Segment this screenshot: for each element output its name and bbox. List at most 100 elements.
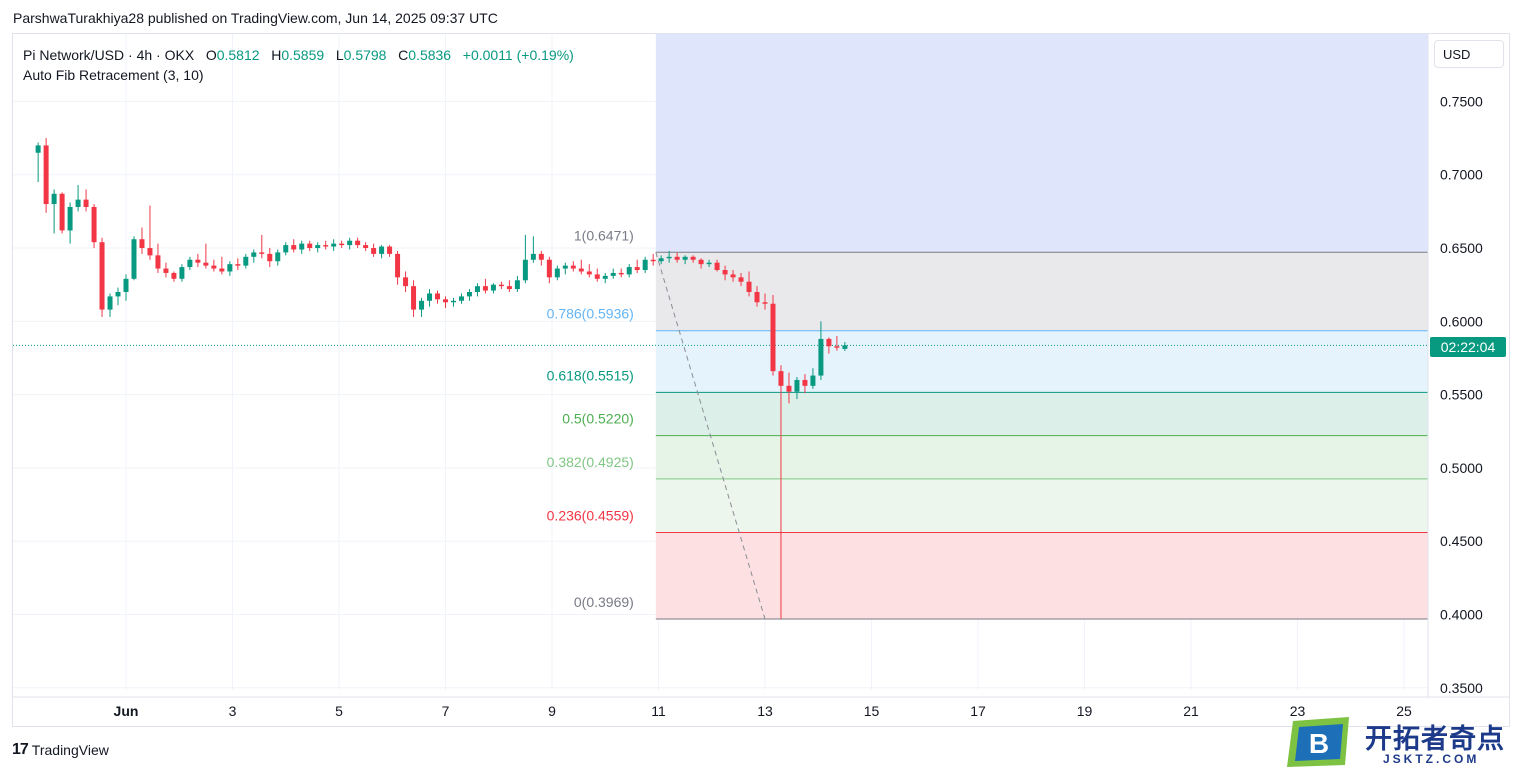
candle-body <box>115 292 121 297</box>
candle-body <box>754 292 760 303</box>
x-tick-label: 5 <box>335 703 343 719</box>
candle-body <box>51 193 57 205</box>
candle-body <box>267 253 273 262</box>
chart-frame <box>12 33 1510 727</box>
fib-zone <box>655 478 1428 533</box>
candle-body <box>778 371 784 386</box>
candle-body <box>91 206 97 243</box>
watermark-badge-letter: B <box>1309 728 1329 759</box>
candle-body <box>650 259 656 262</box>
candle-body <box>427 293 433 301</box>
y-tick-label: 0.4500 <box>1440 533 1483 549</box>
candle-body <box>323 245 329 247</box>
tradingview-mark-icon: 17 <box>12 741 29 758</box>
tradingview-logo[interactable]: 17 TradingView <box>12 741 109 759</box>
x-tick-label: 13 <box>757 703 773 719</box>
candle-body <box>666 256 672 259</box>
publish-line: ParshwaTurakhiya28 published on TradingV… <box>13 10 498 26</box>
candle-body <box>506 286 512 290</box>
currency-button[interactable]: USD <box>1434 40 1504 68</box>
candle-body <box>299 243 305 250</box>
candle-body <box>514 280 520 290</box>
candle-body <box>602 275 608 279</box>
candle-body <box>482 286 488 291</box>
candle-body <box>458 296 464 301</box>
chart-legend: Pi Network/USD · 4h · OKX O0.5812 H0.585… <box>23 45 574 85</box>
watermark-title: 开拓者奇点 <box>1365 724 1505 755</box>
candles <box>35 138 848 620</box>
candle-body <box>203 262 209 266</box>
candle-body <box>315 245 321 249</box>
candle-body <box>227 264 233 272</box>
candle-body <box>99 242 105 310</box>
candle-body <box>139 239 145 249</box>
candle-body <box>339 243 345 246</box>
symbol-label[interactable]: Pi Network/USD · 4h · OKX <box>23 47 195 63</box>
high-value: 0.5859 <box>281 47 325 63</box>
fib-label: 1(0.6471) <box>574 227 634 243</box>
candle-body <box>35 145 41 153</box>
fib-label: 0.5(0.5220) <box>562 411 634 427</box>
fib-zone <box>655 330 1428 393</box>
candle-body <box>355 240 361 246</box>
x-tick-label: 3 <box>229 703 237 719</box>
candle-body <box>770 303 776 372</box>
candle-body <box>147 248 153 256</box>
y-tick-label: 0.5000 <box>1440 460 1483 476</box>
candle-body <box>347 240 353 246</box>
candle-body <box>259 252 265 254</box>
candle-body <box>235 264 241 266</box>
candle-body <box>818 338 824 376</box>
x-tick-label: 9 <box>548 703 556 719</box>
y-tick-label: 0.6500 <box>1440 240 1483 256</box>
indicator-label[interactable]: Auto Fib Retracement (3, 10) <box>23 67 204 83</box>
candle-body <box>163 268 169 273</box>
x-tick-label: 21 <box>1183 703 1199 719</box>
candle-body <box>291 245 297 250</box>
y-tick-label: 0.7500 <box>1440 93 1483 109</box>
close-label: C <box>398 47 409 63</box>
fib-label: 0.382(0.4925) <box>547 454 634 470</box>
candle-body <box>706 262 712 265</box>
open-value: 0.5812 <box>216 47 260 63</box>
watermark-badge-icon: B <box>1287 717 1349 767</box>
candle-body <box>395 253 401 278</box>
high-label: H <box>271 47 282 63</box>
candle-body <box>67 206 73 231</box>
candle-body <box>682 256 688 260</box>
candle-body <box>562 265 568 269</box>
candle-body <box>83 199 89 207</box>
x-tick-label: 19 <box>1077 703 1093 719</box>
y-tick-label: 0.4000 <box>1440 607 1483 623</box>
x-tick-label: 23 <box>1290 703 1306 719</box>
candle-body <box>379 246 385 254</box>
candle-body <box>251 252 257 257</box>
legend-ohlc-row: Pi Network/USD · 4h · OKX O0.5812 H0.585… <box>23 45 574 65</box>
open-label: O <box>205 47 217 63</box>
candle-body <box>570 265 576 269</box>
candle-body <box>435 293 441 300</box>
candle-body <box>634 267 640 271</box>
x-tick-label: 7 <box>442 703 450 719</box>
fib-label: 0.236(0.4559) <box>547 508 634 524</box>
candle-body <box>155 255 161 269</box>
x-tick-label: 25 <box>1396 703 1412 719</box>
x-tick-label: 11 <box>651 703 666 719</box>
candle-body <box>594 274 600 279</box>
candle-body <box>714 262 720 271</box>
candle-body <box>411 286 417 310</box>
change-value: +0.0011 (+0.19%) <box>462 47 574 63</box>
chart-canvas[interactable]: 1(0.6471) 0.786(0.5936) 0.618(0.5515) 0.5(0… <box>0 0 1524 735</box>
candle-body <box>826 338 832 347</box>
candle-body <box>403 277 409 287</box>
candle-body <box>610 272 616 276</box>
candle-body <box>387 246 393 254</box>
candle-body <box>794 379 800 392</box>
candle-body <box>243 256 249 266</box>
candle-body <box>538 253 544 260</box>
y-tick-label: 0.3500 <box>1440 680 1483 696</box>
candle-body <box>307 243 313 249</box>
countdown-price-tag: 02:22:04 <box>1430 337 1506 357</box>
candle-body <box>674 256 680 260</box>
candle-body <box>802 379 808 386</box>
